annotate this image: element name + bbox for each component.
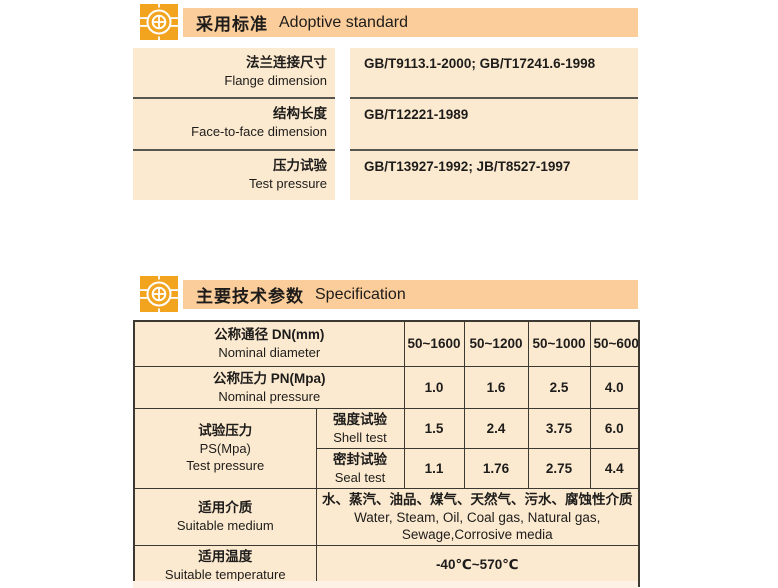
pressure-value-cell: 4.0 [589, 365, 640, 409]
diameter-value-cell: 50~600 [589, 320, 640, 367]
section2-title-en: Specification [315, 285, 406, 303]
suitable-temperature-value-cell: -40℃~570℃ [315, 544, 640, 586]
label-en: Nominal pressure [218, 388, 321, 404]
label-en: Suitable medium [176, 518, 274, 533]
section1-title-en: Adoptive standard [279, 13, 408, 31]
medium-value-en: Water, Steam, Oil, Coal gas, Natural gas… [354, 509, 601, 542]
label-zh: 压力试验 [273, 157, 327, 173]
shell-test-value-cell: 2.4 [463, 407, 529, 449]
table-row-nominal-pressure: 公称压力 PN(Mpa) Nominal pressure 1.0 1.6 2.… [133, 365, 640, 409]
target-crosshair-icon [140, 276, 178, 312]
section-header-adoptive-standard: 采用标准 Adoptive standard [183, 8, 638, 37]
standard-value-flange: GB/T9113.1-2000; GB/T17241.6-1998 [350, 48, 638, 98]
label-zh: 试验压力 [198, 423, 253, 438]
seal-test-value-cell: 4.4 [589, 447, 640, 489]
diameter-value-cell: 50~1600 [403, 320, 465, 367]
shell-test-label-cell: 强度试验 Shell test [315, 407, 405, 449]
label-zh: 适用介质 [198, 500, 253, 515]
pressure-value-cell: 2.5 [527, 365, 591, 409]
shell-test-value-cell: 1.5 [403, 407, 465, 449]
table-row-nominal-diameter: 公称通径 DN(mm) Nominal diameter 50~1600 50~… [133, 320, 640, 367]
label-en: Suitable temperature [164, 566, 286, 582]
target-crosshair-icon-svg [140, 276, 178, 312]
label-zh: 强度试验 [333, 411, 387, 427]
label-code: PS(Mpa) [199, 441, 251, 456]
seal-test-value-cell: 1.76 [463, 447, 529, 489]
suitable-medium-label-cell: 适用介质 Suitable medium [133, 487, 317, 546]
label-en: Nominal diameter [218, 345, 321, 361]
label-en: Shell test [333, 429, 387, 445]
diameter-value-cell: 50~1200 [463, 320, 529, 367]
table-row-suitable-medium: 适用介质 Suitable medium 水、蒸汽、油品、煤气、天然气、污水、腐… [133, 487, 640, 546]
nominal-diameter-label-cell: 公称通径 DN(mm) Nominal diameter [133, 320, 405, 367]
standard-value-test-pressure: GB/T13927-1992; JB/T8527-1997 [350, 148, 638, 200]
adoptive-standard-table: 法兰连接尺寸 Flange dimension 结构长度 Face-to-fac… [133, 48, 638, 200]
standard-value-face-to-face: GB/T12221-1989 [350, 97, 638, 149]
table-row-shell-test: 试验压力 PS(Mpa) Test pressure 强度试验 Shell te… [133, 407, 640, 489]
section2-title-zh: 主要技术参数 [196, 287, 304, 306]
label-en: Flange dimension [224, 73, 327, 88]
standard-row-label-face-to-face: 结构长度 Face-to-face dimension [133, 97, 335, 149]
specification-table: 公称通径 DN(mm) Nominal diameter 50~1600 50~… [133, 320, 640, 587]
standard-row-label-flange: 法兰连接尺寸 Flange dimension [133, 48, 335, 98]
shell-test-value-cell: 6.0 [589, 407, 640, 449]
section1-title-zh: 采用标准 [196, 15, 268, 34]
standard-value-column: GB/T9113.1-2000; GB/T17241.6-1998 GB/T12… [350, 48, 638, 200]
target-crosshair-icon [140, 4, 178, 40]
shell-test-value-cell: 3.75 [527, 407, 591, 449]
table-row-suitable-temperature: 适用温度 Suitable temperature -40℃~570℃ [133, 544, 640, 586]
standard-label-column: 法兰连接尺寸 Flange dimension 结构长度 Face-to-fac… [133, 48, 335, 200]
nominal-pressure-label-cell: 公称压力 PN(Mpa) Nominal pressure [133, 365, 405, 409]
standard-row-label-test-pressure: 压力试验 Test pressure [133, 148, 335, 200]
suitable-medium-value-cell: 水、蒸汽、油品、煤气、天然气、污水、腐蚀性介质 Water, Steam, Oi… [315, 487, 640, 546]
target-crosshair-icon-svg [140, 4, 178, 40]
table-row-seal-test: 密封试验 Seal test 1.1 1.76 2.75 4.4 [134, 447, 640, 489]
page-bottom-strip [133, 581, 638, 588]
test-pressure-label-cell: 试验压力 PS(Mpa) Test pressure [133, 407, 317, 489]
diameter-value-cell: 50~1000 [527, 320, 591, 367]
section-header-specification: 主要技术参数 Specification [183, 280, 638, 309]
suitable-temperature-label-cell: 适用温度 Suitable temperature [133, 544, 317, 586]
medium-value-zh: 水、蒸汽、油品、煤气、天然气、污水、腐蚀性介质 [322, 491, 633, 507]
label-en: Face-to-face dimension [191, 124, 327, 140]
seal-test-value-cell: 1.1 [403, 447, 465, 489]
label-zh: 法兰连接尺寸 [246, 55, 327, 70]
label-zh: 密封试验 [333, 451, 387, 467]
pressure-value-cell: 1.6 [463, 365, 529, 409]
label-zh: 公称压力 PN(Mpa) [213, 370, 326, 386]
label-zh: 结构长度 [273, 106, 327, 122]
label-zh: 公称通径 DN(mm) [214, 327, 325, 343]
seal-test-label-cell: 密封试验 Seal test [315, 447, 405, 489]
label-en: Seal test [334, 469, 386, 485]
label-en: Test pressure [248, 175, 327, 191]
label-en: Test pressure [186, 458, 265, 473]
seal-test-value-cell: 2.75 [527, 447, 591, 489]
label-zh: 适用温度 [198, 548, 253, 564]
pressure-value-cell: 1.0 [403, 365, 465, 409]
